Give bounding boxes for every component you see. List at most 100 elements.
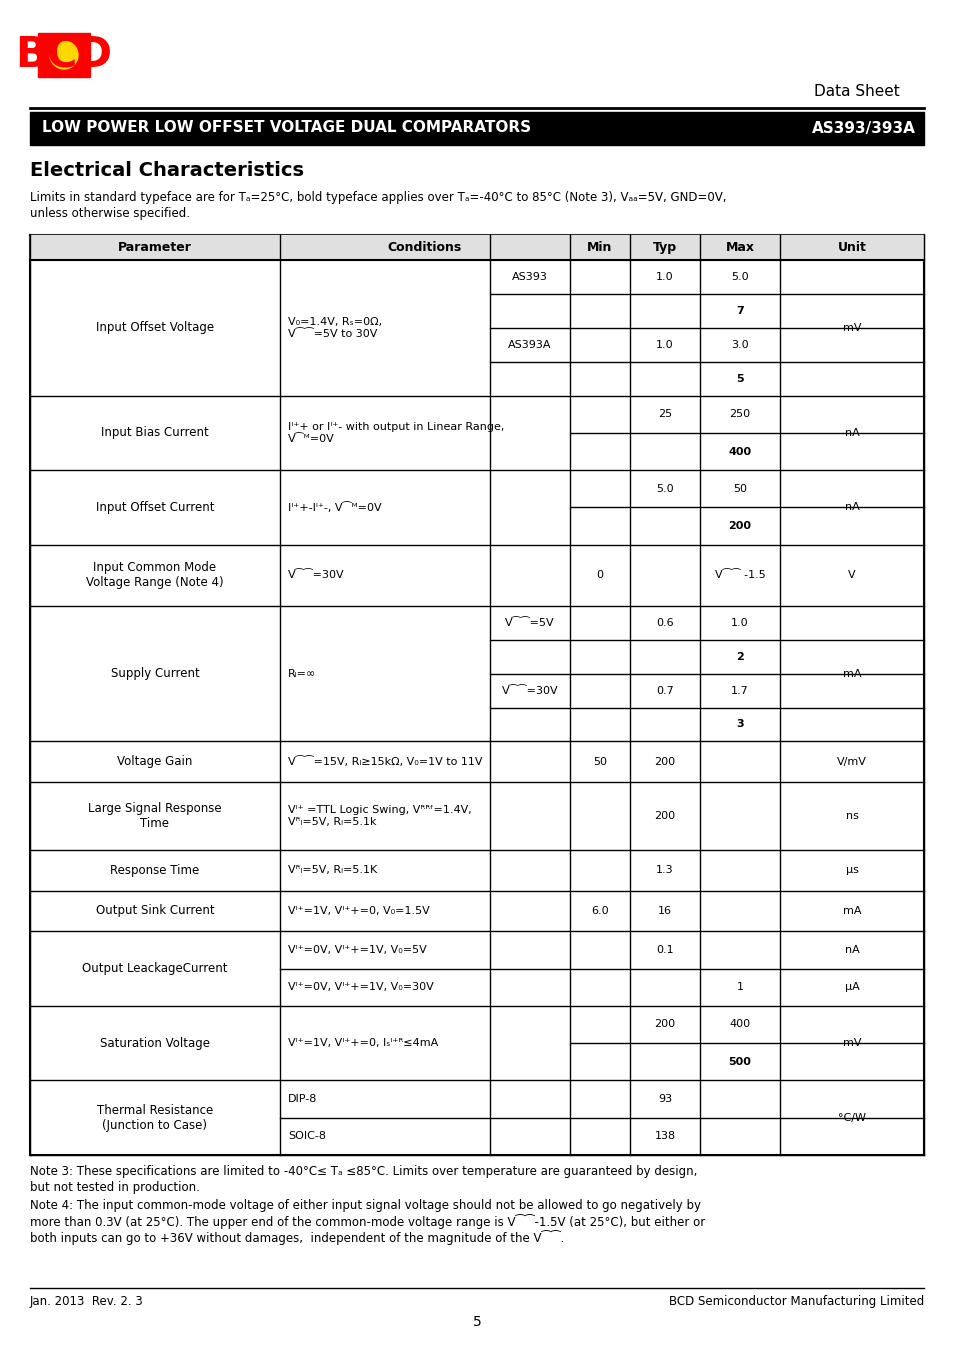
Text: 5.0: 5.0: [730, 271, 748, 282]
Text: 25: 25: [658, 409, 671, 420]
Text: Max: Max: [724, 242, 754, 254]
Text: Response Time: Response Time: [111, 864, 199, 876]
Text: Vᴵ⁺=0V, Vᴵ⁺+=1V, V₀=30V: Vᴵ⁺=0V, Vᴵ⁺+=1V, V₀=30V: [288, 983, 434, 992]
Bar: [30, 235, 923, 261]
Text: 400: 400: [729, 1019, 750, 1030]
Text: V₀=1.4V, Rₛ=0Ω,
V⁀⁀=5V to 30V: V₀=1.4V, Rₛ=0Ω, V⁀⁀=5V to 30V: [288, 317, 382, 339]
Text: 5: 5: [736, 374, 743, 383]
Text: mA: mA: [841, 906, 861, 915]
Text: AS393: AS393: [512, 271, 547, 282]
Text: Output Sink Current: Output Sink Current: [95, 904, 214, 918]
Text: 400: 400: [728, 447, 751, 456]
Text: SOIC-8: SOIC-8: [288, 1131, 326, 1141]
Text: Saturation Voltage: Saturation Voltage: [100, 1037, 210, 1050]
Text: 1.0: 1.0: [730, 618, 748, 628]
Text: V⁀⁀=30V: V⁀⁀=30V: [501, 686, 558, 695]
Text: 3: 3: [736, 720, 743, 729]
Text: Parameter: Parameter: [118, 242, 192, 254]
Text: nA: nA: [843, 502, 859, 513]
Text: mA: mA: [841, 668, 861, 679]
Text: Conditions: Conditions: [388, 242, 461, 254]
Text: mV: mV: [841, 1038, 861, 1048]
Text: 5: 5: [472, 1315, 481, 1328]
Text: ns: ns: [844, 811, 858, 821]
Text: Limits in standard typeface are for Tₐ=25°C, bold typeface applies over Tₐ=-40°C: Limits in standard typeface are for Tₐ=2…: [30, 192, 726, 204]
Text: 1.0: 1.0: [656, 271, 673, 282]
Text: 0.6: 0.6: [656, 618, 673, 628]
Text: Note 4: The input common-mode voltage of either input signal voltage should not : Note 4: The input common-mode voltage of…: [30, 1200, 700, 1212]
Text: 6.0: 6.0: [591, 906, 608, 915]
Text: Input Offset Current: Input Offset Current: [95, 501, 214, 514]
Text: Unit: Unit: [837, 242, 865, 254]
Text: 200: 200: [728, 521, 751, 531]
Text: 250: 250: [729, 409, 750, 420]
Text: V⁀⁀=5V: V⁀⁀=5V: [505, 618, 555, 628]
Text: DIP-8: DIP-8: [288, 1094, 317, 1104]
Circle shape: [50, 40, 78, 69]
Text: but not tested in production.: but not tested in production.: [30, 1181, 200, 1195]
Text: 2: 2: [736, 652, 743, 662]
Text: V⁀⁀ -1.5: V⁀⁀ -1.5: [714, 570, 764, 580]
Text: mV: mV: [841, 323, 861, 333]
Text: LOW POWER LOW OFFSET VOLTAGE DUAL COMPARATORS: LOW POWER LOW OFFSET VOLTAGE DUAL COMPAR…: [42, 120, 531, 135]
Text: μs: μs: [844, 865, 858, 875]
Text: 50: 50: [593, 757, 606, 767]
Text: Vᴵ⁺=1V, Vᴵ⁺+=0, Iₛᴵ⁺ᴿ≤4mA: Vᴵ⁺=1V, Vᴵ⁺+=0, Iₛᴵ⁺ᴿ≤4mA: [288, 1038, 437, 1048]
Text: Note 3: These specifications are limited to -40°C≤ Tₐ ≤85°C. Limits over tempera: Note 3: These specifications are limited…: [30, 1165, 697, 1179]
Text: Supply Current: Supply Current: [111, 667, 199, 680]
Text: Thermal Resistance
(Junction to Case): Thermal Resistance (Junction to Case): [97, 1104, 213, 1131]
Text: Vᴵ⁺=0V, Vᴵ⁺+=1V, V₀=5V: Vᴵ⁺=0V, Vᴵ⁺+=1V, V₀=5V: [288, 945, 426, 954]
Bar: [30, 112, 923, 144]
Text: V: V: [847, 570, 855, 580]
Text: V/mV: V/mV: [836, 757, 866, 767]
Text: Output LeackageCurrent: Output LeackageCurrent: [82, 963, 228, 975]
Text: 200: 200: [654, 757, 675, 767]
Text: 1.0: 1.0: [656, 340, 673, 350]
Text: 200: 200: [654, 811, 675, 821]
Text: Vᴵ⁺ =TTL Logic Swing, Vᴿᴿᶠ=1.4V,
Vᴿₗ=5V, Rₗ=5.1k: Vᴵ⁺ =TTL Logic Swing, Vᴿᴿᶠ=1.4V, Vᴿₗ=5V,…: [288, 805, 471, 826]
Text: Data Sheet: Data Sheet: [814, 85, 899, 100]
Text: 1.3: 1.3: [656, 865, 673, 875]
Text: μA: μA: [843, 983, 859, 992]
Text: Min: Min: [587, 242, 612, 254]
Text: Iᴵ⁺+ or Iᴵ⁺- with output in Linear Range,
V⁀ᴹ=0V: Iᴵ⁺+ or Iᴵ⁺- with output in Linear Range…: [288, 423, 504, 444]
Text: nA: nA: [843, 945, 859, 954]
Text: BCD: BCD: [15, 34, 112, 76]
Text: 7: 7: [736, 306, 743, 316]
Text: 1: 1: [736, 983, 742, 992]
Text: V⁀⁀=15V, Rₗ≥15kΩ, V₀=1V to 11V: V⁀⁀=15V, Rₗ≥15kΩ, V₀=1V to 11V: [288, 756, 482, 767]
Text: Vᴿₗ=5V, Rₗ=5.1K: Vᴿₗ=5V, Rₗ=5.1K: [288, 865, 376, 875]
Text: 3.0: 3.0: [730, 340, 748, 350]
Text: nA: nA: [843, 428, 859, 437]
Text: 16: 16: [658, 906, 671, 915]
Text: 0.1: 0.1: [656, 945, 673, 954]
Text: Vᴵ⁺=1V, Vᴵ⁺+=0, V₀=1.5V: Vᴵ⁺=1V, Vᴵ⁺+=0, V₀=1.5V: [288, 906, 429, 915]
Text: Rₗ=∞: Rₗ=∞: [288, 668, 315, 679]
Text: more than 0.3V (at 25°C). The upper end of the common-mode voltage range is V⁀⁀-: more than 0.3V (at 25°C). The upper end …: [30, 1215, 704, 1230]
Text: 0: 0: [596, 570, 603, 580]
Text: Typ: Typ: [652, 242, 677, 254]
Text: 0.7: 0.7: [656, 686, 673, 695]
Text: AS393A: AS393A: [508, 340, 551, 350]
Text: 5.0: 5.0: [656, 483, 673, 494]
Bar: [38, 32, 90, 77]
Text: Voltage Gain: Voltage Gain: [117, 755, 193, 768]
Text: AS393/393A: AS393/393A: [811, 120, 915, 135]
Text: Iᴵ⁺+-Iᴵ⁺-, V⁀ᴹ=0V: Iᴵ⁺+-Iᴵ⁺-, V⁀ᴹ=0V: [288, 502, 381, 513]
Text: 93: 93: [658, 1094, 671, 1104]
Text: V⁀⁀=30V: V⁀⁀=30V: [288, 570, 344, 580]
Text: Large Signal Response
Time: Large Signal Response Time: [88, 802, 222, 830]
Text: BCD Semiconductor Manufacturing Limited: BCD Semiconductor Manufacturing Limited: [668, 1296, 923, 1308]
Text: Jan. 2013  Rev. 2. 3: Jan. 2013 Rev. 2. 3: [30, 1296, 144, 1308]
Text: 200: 200: [654, 1019, 675, 1030]
Text: Electrical Characteristics: Electrical Characteristics: [30, 161, 304, 180]
Text: both inputs can go to +36V without damages,  independent of the magnitude of the: both inputs can go to +36V without damag…: [30, 1230, 563, 1246]
Text: 50: 50: [732, 483, 746, 494]
Text: Input Offset Voltage: Input Offset Voltage: [96, 321, 213, 335]
Text: 1.7: 1.7: [730, 686, 748, 695]
Text: Input Bias Current: Input Bias Current: [101, 427, 209, 439]
Text: unless otherwise specified.: unless otherwise specified.: [30, 207, 190, 220]
Text: 500: 500: [728, 1057, 751, 1066]
Text: °C/W: °C/W: [837, 1112, 865, 1123]
Text: Input Common Mode
Voltage Range (Note 4): Input Common Mode Voltage Range (Note 4): [86, 562, 224, 590]
